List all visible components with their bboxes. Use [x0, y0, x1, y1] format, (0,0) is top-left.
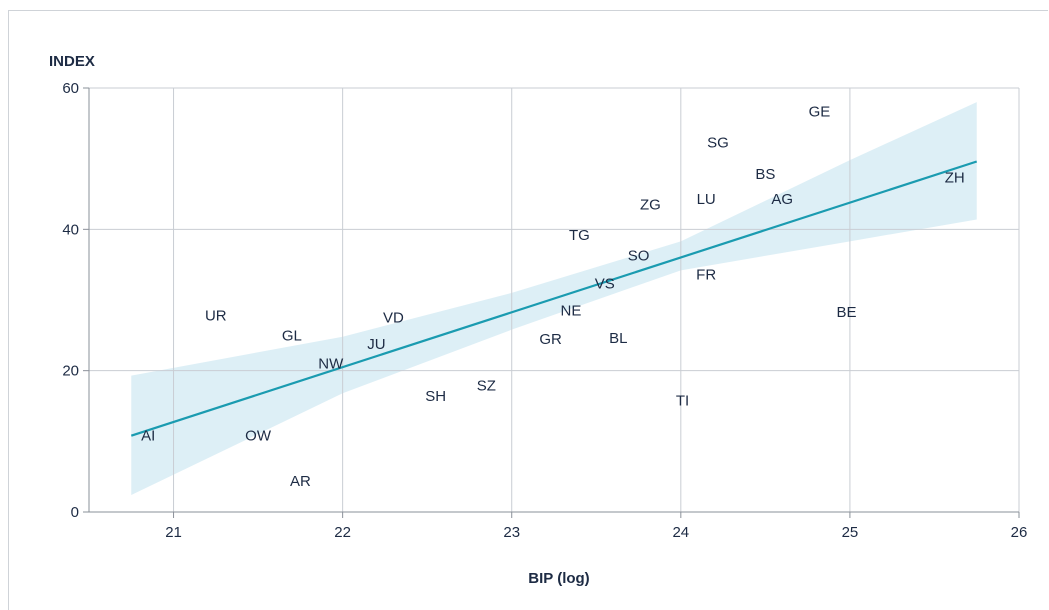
- point-label-be: BE: [837, 304, 857, 321]
- point-label-gl: GL: [282, 327, 302, 344]
- point-label-zg: ZG: [640, 197, 661, 214]
- tick-labels-layer: 21 22 23 24 25 26 0 20 40 60: [62, 80, 1027, 541]
- point-label-nw: NW: [318, 356, 344, 373]
- y-axis-title: INDEX: [49, 53, 95, 70]
- grid-layer: [83, 87, 1020, 518]
- y-tick-label: 20: [62, 363, 79, 380]
- point-label-sz: SZ: [477, 378, 496, 395]
- point-label-gr: GR: [539, 331, 562, 348]
- point-label-ar: AR: [290, 473, 311, 490]
- point-label-sh: SH: [425, 388, 446, 405]
- point-label-sg: SG: [707, 134, 729, 151]
- point-label-ow: OW: [245, 428, 272, 445]
- point-label-so: SO: [628, 247, 650, 264]
- point-label-vs: VS: [595, 276, 615, 293]
- point-label-fr: FR: [696, 267, 716, 284]
- point-label-lu: LU: [697, 191, 716, 208]
- x-axis-title: BIP (log): [528, 570, 589, 587]
- point-label-ge: GE: [809, 103, 831, 120]
- x-tick-label: 26: [1011, 524, 1028, 541]
- point-labels-layer: AI OW AR UR GL NW JU VD SH SZ GR NE TG VS BL SO ZG TI FR LU…: [141, 103, 965, 490]
- chart-frame: [8, 10, 1048, 610]
- x-tick-label: 23: [503, 524, 520, 541]
- x-tick-label: 24: [672, 524, 689, 541]
- point-label-ur: UR: [205, 308, 227, 325]
- point-label-tg: TG: [569, 227, 590, 244]
- y-tick-label: 60: [62, 80, 79, 97]
- point-label-ag: AG: [771, 191, 793, 208]
- point-label-bs: BS: [755, 166, 775, 183]
- point-label-ne: NE: [560, 303, 581, 320]
- x-tick-label: 22: [334, 524, 351, 541]
- point-label-ju: JU: [367, 336, 385, 353]
- point-label-bl: BL: [609, 330, 627, 347]
- y-tick-label: 0: [71, 504, 79, 521]
- regression-line: [130, 160, 978, 437]
- point-label-ai: AI: [141, 428, 155, 445]
- point-label-ti: TI: [676, 392, 689, 409]
- point-label-vd: VD: [383, 310, 404, 327]
- regression-line-layer: [130, 160, 978, 437]
- y-tick-label: 40: [62, 221, 79, 238]
- x-tick-label: 25: [842, 524, 859, 541]
- x-tick-label: 21: [165, 524, 182, 541]
- point-label-zh: ZH: [945, 170, 965, 187]
